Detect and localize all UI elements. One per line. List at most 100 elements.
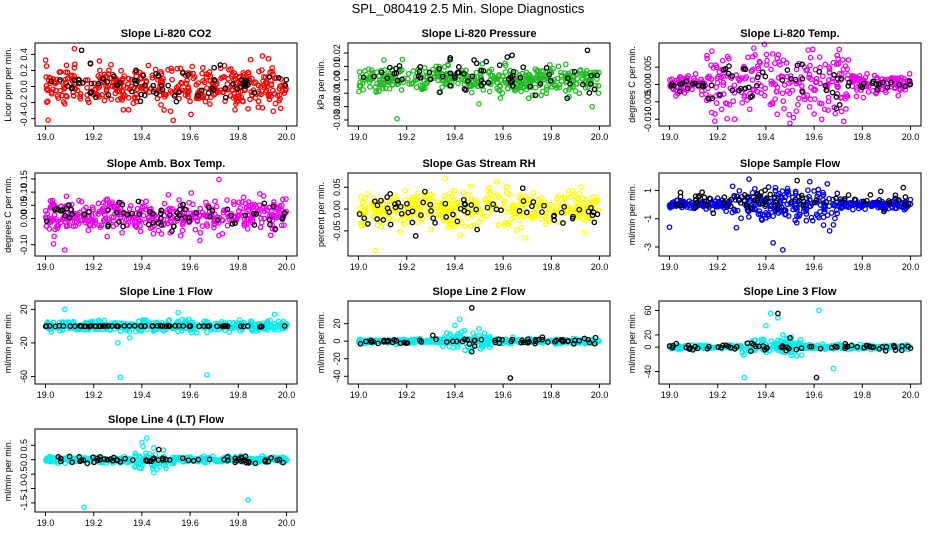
data-point	[718, 74, 724, 81]
data-point	[741, 374, 748, 381]
data-point	[723, 208, 730, 215]
data-point	[467, 223, 474, 230]
data-point	[453, 200, 460, 207]
data-point	[666, 224, 673, 231]
data-point	[510, 214, 517, 221]
data-point	[692, 71, 699, 77]
y-tick-label: -0.005	[643, 89, 653, 115]
data-point	[253, 211, 260, 217]
x-tick-label: 20.0	[278, 390, 296, 400]
data-point	[224, 197, 230, 203]
data-point	[819, 73, 826, 80]
data-point	[576, 206, 583, 213]
data-point	[770, 213, 777, 219]
x-tick-label: 19.8	[230, 390, 248, 400]
data-point	[69, 85, 76, 91]
data-point	[811, 86, 817, 93]
data-point	[547, 77, 554, 84]
data-point	[396, 63, 403, 69]
data-point	[95, 73, 102, 79]
x-tick-label: 19.6	[181, 262, 199, 272]
x-tick-label: 19.8	[543, 132, 561, 142]
data-point	[551, 217, 558, 223]
data-point	[146, 206, 153, 213]
data-point	[384, 205, 391, 212]
data-point	[158, 207, 165, 214]
data-point	[55, 222, 61, 229]
data-point	[522, 235, 528, 241]
data-point	[574, 80, 580, 87]
data-point	[179, 70, 186, 76]
data-point	[88, 216, 95, 223]
data-point	[591, 69, 597, 76]
data-point	[539, 212, 546, 219]
data-point	[845, 57, 852, 63]
data-point	[437, 203, 443, 210]
data-point	[224, 210, 230, 216]
data-point	[516, 217, 523, 224]
data-point	[420, 199, 427, 206]
data-point	[772, 96, 778, 102]
data-point	[761, 92, 768, 99]
data-point	[84, 77, 91, 83]
data-point	[483, 58, 490, 65]
data-point	[163, 91, 169, 98]
data-point	[808, 76, 814, 82]
data-point	[125, 75, 132, 82]
y-tick-label: 0.0	[19, 80, 29, 93]
data-point	[211, 77, 218, 83]
data-point	[421, 196, 427, 203]
data-point	[224, 206, 231, 213]
data-point	[874, 86, 881, 93]
data-point	[836, 70, 843, 77]
panel-title: Slope Li-820 CO2	[121, 28, 211, 40]
data-point	[242, 200, 249, 207]
y-tick-label: 0.05	[19, 197, 29, 215]
data-point	[105, 92, 112, 98]
data-point	[543, 86, 550, 93]
data-point	[281, 222, 287, 229]
data-point	[92, 217, 99, 224]
data-point	[64, 83, 71, 89]
data-point	[565, 207, 571, 213]
data-point	[101, 97, 108, 104]
data-point	[266, 216, 273, 223]
data-point	[829, 78, 836, 85]
data-point	[389, 75, 396, 82]
data-point	[684, 85, 691, 92]
data-point	[429, 69, 436, 76]
data-point	[503, 184, 510, 190]
data-point	[822, 61, 829, 68]
data-point	[109, 199, 115, 205]
data-point	[420, 85, 426, 91]
y-tick-label: 0.000	[643, 73, 653, 96]
data-point	[177, 65, 184, 72]
data-point	[396, 66, 403, 73]
data-point	[279, 202, 285, 209]
data-point	[745, 84, 752, 91]
data-point	[224, 81, 231, 87]
y-tick-label: -0.010	[643, 106, 653, 132]
data-point	[199, 87, 205, 94]
data-point	[807, 96, 814, 103]
data-point	[480, 68, 487, 74]
data-point	[96, 58, 103, 64]
data-point	[276, 97, 283, 104]
data-point	[166, 212, 173, 218]
data-point	[755, 71, 762, 78]
data-point	[750, 45, 757, 51]
data-point	[266, 74, 273, 80]
data-point	[884, 84, 891, 91]
data-point	[494, 85, 500, 92]
data-point	[124, 84, 131, 91]
data-point	[824, 212, 831, 219]
data-point	[216, 176, 222, 183]
data-point	[465, 78, 471, 84]
data-point	[412, 197, 418, 204]
data-point	[133, 222, 139, 229]
x-tick-label: 20.0	[902, 132, 920, 142]
data-point	[518, 88, 524, 95]
data-point	[217, 65, 224, 71]
data-point	[356, 211, 363, 217]
data-point	[568, 208, 574, 214]
